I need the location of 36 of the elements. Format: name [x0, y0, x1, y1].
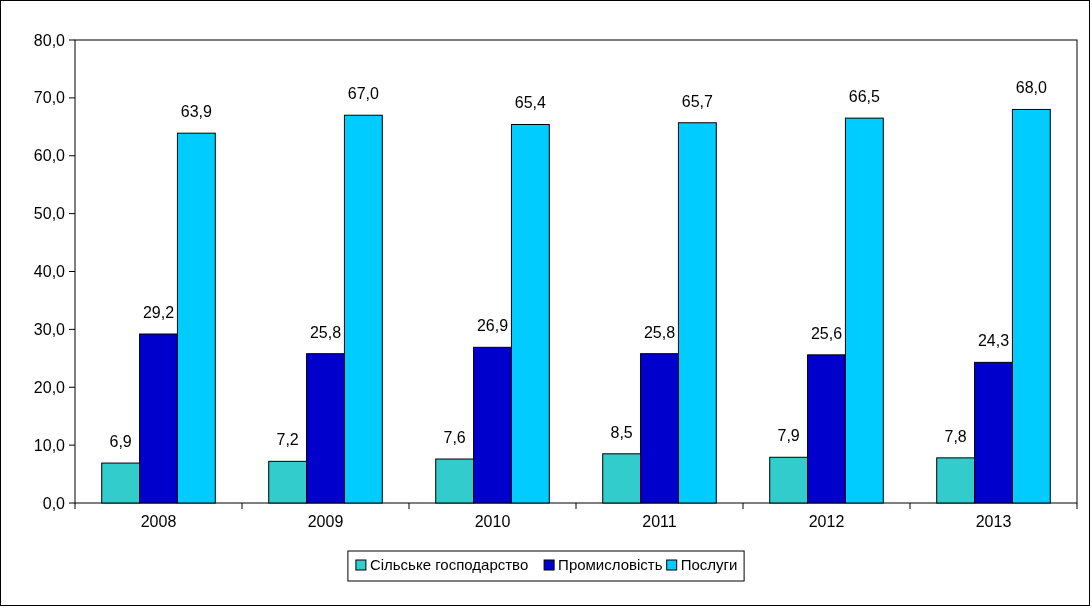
data-label: 7,8 — [944, 427, 967, 445]
y-tick-label: 60,0 — [33, 147, 66, 165]
y-tick-label: 40,0 — [33, 263, 66, 281]
data-label: 29,2 — [142, 304, 175, 322]
y-tick-label: 0,0 — [42, 494, 66, 512]
y-tick-label: 20,0 — [33, 378, 66, 396]
data-label: 7,2 — [276, 431, 299, 449]
y-tick-label: 70,0 — [33, 89, 66, 107]
data-label: 6,9 — [109, 433, 132, 451]
data-label: 7,9 — [777, 427, 800, 445]
legend-label: Сільське господарство — [369, 556, 529, 574]
x-tick-label: 2010 — [474, 513, 511, 530]
data-label: 7,6 — [443, 429, 466, 447]
data-label: 68,0 — [1015, 79, 1048, 97]
y-tick-label: 10,0 — [33, 436, 66, 454]
legend-label: Промисловість — [558, 556, 663, 574]
data-label: 65,7 — [681, 92, 714, 110]
data-label: 24,3 — [977, 332, 1010, 350]
x-tick-label: 2012 — [808, 513, 845, 530]
data-label: 66,5 — [848, 88, 881, 106]
x-tick-label: 2013 — [975, 513, 1012, 530]
data-label: 63,9 — [180, 103, 213, 121]
data-label: 26,9 — [476, 317, 509, 335]
data-label: 8,5 — [610, 423, 633, 441]
legend-label: Послуги — [680, 556, 738, 574]
y-tick-label: 50,0 — [33, 205, 66, 223]
data-label: 25,8 — [309, 323, 342, 341]
data-label: 25,6 — [810, 324, 843, 342]
data-label: 25,8 — [643, 323, 676, 341]
data-label: 65,4 — [514, 94, 547, 112]
y-tick-label: 30,0 — [33, 320, 66, 338]
data-label: 67,0 — [347, 85, 380, 103]
y-tick-label: 80,0 — [33, 31, 66, 49]
x-tick-label: 2008 — [140, 513, 177, 530]
x-tick-label: 2009 — [307, 513, 344, 530]
x-tick-label: 2011 — [642, 513, 677, 530]
